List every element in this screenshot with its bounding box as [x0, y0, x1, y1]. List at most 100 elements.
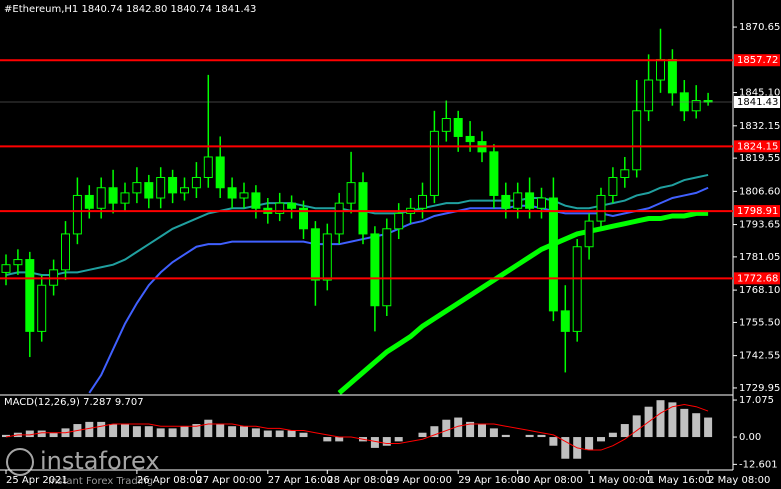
level-label-box: [734, 140, 780, 153]
macd-bar: [168, 428, 177, 438]
logo-name: instaforex: [40, 447, 160, 475]
x-tick-label: 27 Apr 16:00: [268, 475, 333, 486]
macd-bar: [597, 437, 605, 442]
candle-body: [1, 264, 11, 273]
macd-bar: [323, 437, 332, 442]
macd-bar: [37, 430, 46, 438]
candle-body: [144, 182, 154, 199]
macd-bar: [204, 419, 213, 438]
level-label-box: [734, 205, 780, 218]
candle-body: [548, 197, 558, 312]
macd-bar: [109, 424, 118, 438]
candle-body: [513, 192, 523, 209]
candle-body: [572, 246, 582, 332]
candle-body: [465, 135, 475, 143]
level-label-box: [734, 272, 780, 285]
candle-body: [418, 194, 427, 209]
macd-bar: [156, 428, 165, 438]
candle-body: [156, 176, 166, 199]
x-tick-label: 29 Apr 00:00: [387, 475, 452, 486]
macd-bar: [240, 426, 248, 438]
candle-body: [108, 187, 118, 204]
macd-bar: [251, 428, 260, 438]
candle-body: [525, 192, 535, 209]
y-tick-label: 1845.10: [739, 88, 780, 99]
candle-body: [25, 259, 35, 332]
macd-bar: [180, 426, 189, 438]
macd-bar: [121, 424, 129, 438]
macd-bar: [2, 434, 10, 438]
macd-signal: [5, 404, 709, 451]
candle-body: [191, 176, 201, 189]
candle-body: [370, 233, 380, 307]
candle-body: [299, 207, 308, 230]
candle-body: [608, 176, 618, 196]
macd-bar: [692, 413, 701, 438]
candle-body: [168, 176, 178, 194]
macd-bar: [370, 437, 379, 448]
candle-body: [334, 202, 344, 235]
candle-body: [322, 233, 332, 281]
macd-bar: [216, 424, 225, 438]
x-tick-label: 2 May 08:00: [708, 475, 770, 486]
candle-body: [84, 194, 94, 209]
macd-bar: [680, 408, 689, 438]
macd-bar: [668, 402, 677, 438]
candle-body: [537, 197, 546, 209]
macd-bar: [489, 428, 498, 438]
macd-bar: [525, 434, 534, 438]
candle-body: [501, 194, 511, 209]
macd-bar: [704, 417, 713, 438]
macd-bar: [335, 437, 344, 442]
candle-body: [215, 156, 225, 189]
macd-bar: [632, 415, 641, 438]
candle-body: [203, 156, 213, 178]
x-tick-label: 1 May 00:00: [589, 475, 651, 486]
macd-bar: [478, 424, 486, 438]
macd-bar: [85, 421, 94, 438]
level-label: 1857.72: [737, 55, 778, 66]
x-tick-label: 29 Apr 16:00: [458, 475, 523, 486]
macd-bar: [501, 434, 510, 438]
macd-tick-label: -12.601: [739, 459, 778, 470]
macd-bar: [382, 437, 391, 446]
candle-body: [251, 192, 261, 209]
candle-body: [96, 187, 106, 209]
macd-bar: [656, 400, 665, 438]
macd-bar: [442, 419, 451, 438]
candle-body: [275, 202, 285, 214]
level-label: 1798.91: [737, 206, 778, 217]
macd-bar: [97, 421, 106, 438]
y-tick-label: 1806.60: [739, 186, 780, 197]
macd-bar: [537, 434, 546, 438]
level-label: 1772.68: [737, 273, 778, 284]
macd-bar: [144, 426, 153, 438]
macd-bar: [549, 437, 558, 446]
y-tick-label: 1819.55: [739, 153, 780, 164]
candle-body: [346, 182, 356, 204]
macd-bar: [299, 432, 308, 438]
x-tick-label: 27 Apr 00:00: [196, 475, 261, 486]
macd-bar: [608, 432, 617, 438]
y-tick-label: 1755.50: [739, 317, 780, 328]
candle-body: [453, 118, 463, 137]
plot-area: [1, 28, 713, 395]
candle-body: [620, 169, 630, 178]
candle-body: [358, 182, 368, 235]
x-tick-label: 30 Apr 08:00: [518, 475, 583, 486]
candle-body: [13, 259, 23, 266]
candle-body: [489, 151, 499, 196]
indicator-title: MACD(12,26,9) 7.287 9.707: [4, 397, 144, 408]
candle-body: [596, 194, 606, 222]
candle-body: [441, 118, 451, 132]
macd-bar: [275, 430, 284, 438]
candle-body: [180, 187, 189, 194]
candle-body: [394, 212, 404, 230]
candle-body: [72, 194, 82, 235]
candle-body: [632, 110, 642, 171]
logo: instaforex Instant Forex Trading: [6, 447, 160, 487]
macd-bar: [192, 424, 201, 438]
macd-bar: [132, 426, 141, 438]
candle-body: [239, 192, 249, 199]
